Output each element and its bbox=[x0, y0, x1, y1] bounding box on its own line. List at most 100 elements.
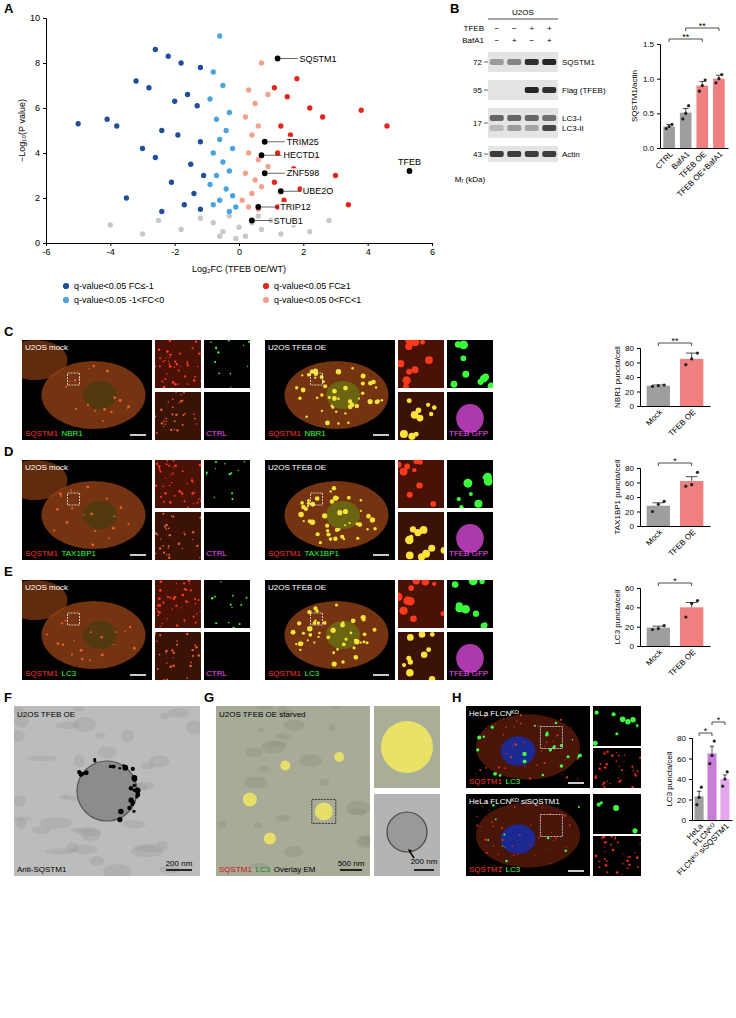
punctum bbox=[317, 636, 319, 638]
punctum bbox=[175, 414, 177, 416]
punctum bbox=[603, 836, 605, 838]
micrograph bbox=[447, 632, 493, 680]
tick-label: 0 bbox=[682, 816, 687, 825]
image-background bbox=[204, 392, 250, 440]
bar bbox=[696, 86, 708, 148]
punctum bbox=[403, 596, 412, 605]
band bbox=[490, 115, 504, 121]
point bbox=[159, 209, 164, 214]
punctum bbox=[174, 366, 175, 367]
image-label: Anti-SQSTM1 bbox=[17, 865, 67, 874]
significance: ** bbox=[699, 715, 725, 736]
punctum bbox=[365, 641, 368, 644]
punctum bbox=[405, 343, 412, 350]
punctum bbox=[196, 545, 198, 547]
punctum bbox=[169, 597, 171, 599]
punctum bbox=[429, 412, 433, 416]
punctum bbox=[477, 736, 481, 740]
punctum bbox=[194, 376, 196, 378]
cell bbox=[89, 856, 104, 866]
x-axis: -6-4-20246 bbox=[42, 243, 435, 257]
micrograph bbox=[466, 794, 590, 876]
punctum bbox=[303, 520, 305, 522]
punctum bbox=[315, 496, 320, 501]
punctum bbox=[69, 381, 70, 382]
punctum bbox=[169, 340, 171, 342]
image-background bbox=[155, 632, 201, 680]
punctum bbox=[87, 404, 89, 406]
punctum bbox=[343, 509, 348, 514]
mw-label: 72 bbox=[473, 58, 482, 67]
scale-bar bbox=[373, 554, 389, 556]
punctum bbox=[165, 477, 166, 478]
bar-chart: 020406080MockTFEB OE*TAX1BP1 puncta/cell bbox=[613, 456, 711, 558]
punctum bbox=[332, 661, 337, 666]
punctum bbox=[440, 611, 444, 616]
punctum bbox=[337, 398, 339, 400]
zoom-box bbox=[312, 799, 336, 823]
punctum bbox=[172, 381, 175, 384]
punctum bbox=[636, 724, 639, 727]
band bbox=[525, 125, 539, 131]
point bbox=[159, 128, 164, 133]
punctum bbox=[186, 677, 188, 679]
tick-label: TFEB OE bbox=[667, 408, 698, 439]
overlay-signal bbox=[280, 761, 290, 771]
punctum bbox=[155, 532, 157, 535]
band bbox=[525, 151, 539, 157]
tick: 0 bbox=[35, 238, 46, 248]
zoom-box bbox=[68, 373, 80, 385]
punctum bbox=[217, 351, 219, 353]
point bbox=[227, 209, 232, 214]
point bbox=[307, 229, 312, 234]
punctum bbox=[616, 752, 617, 753]
punctum bbox=[611, 836, 613, 838]
channel-label: TAX1BP1 bbox=[61, 549, 96, 558]
punctum bbox=[196, 423, 197, 424]
y-axis: 020406080 bbox=[625, 464, 640, 531]
punctum bbox=[310, 519, 315, 524]
tick: 0 bbox=[630, 642, 640, 651]
tint bbox=[398, 460, 444, 508]
punctum bbox=[169, 354, 171, 356]
legend-marker bbox=[63, 297, 69, 303]
tick: 0 bbox=[630, 522, 640, 531]
punctum bbox=[414, 529, 421, 536]
point bbox=[220, 83, 225, 88]
point bbox=[223, 128, 228, 133]
punctum bbox=[336, 648, 339, 651]
point bbox=[211, 220, 216, 225]
punctum bbox=[529, 777, 531, 779]
punctum bbox=[247, 366, 248, 367]
punctum bbox=[567, 755, 570, 758]
protein-label: LC3-II bbox=[562, 124, 584, 133]
point bbox=[217, 198, 222, 203]
punctum bbox=[606, 860, 608, 862]
punctum bbox=[498, 854, 499, 855]
punctum bbox=[342, 642, 346, 646]
image-background bbox=[593, 748, 641, 788]
punctum bbox=[168, 363, 170, 365]
punctum bbox=[624, 754, 625, 755]
cell bbox=[356, 835, 370, 848]
tint bbox=[398, 340, 444, 388]
cell bbox=[329, 724, 336, 732]
punctum bbox=[560, 719, 562, 721]
punctum bbox=[375, 400, 379, 404]
punctum bbox=[577, 756, 579, 758]
punctum bbox=[404, 464, 410, 470]
punctum bbox=[172, 608, 173, 609]
punctum bbox=[160, 496, 162, 498]
punctum bbox=[495, 724, 496, 725]
punctum bbox=[366, 528, 368, 530]
cell bbox=[16, 818, 27, 829]
punctum bbox=[514, 743, 516, 745]
micrograph bbox=[447, 460, 493, 508]
punctum bbox=[308, 633, 312, 637]
punctum bbox=[119, 399, 122, 402]
data-point bbox=[670, 123, 673, 126]
punctum bbox=[176, 363, 179, 366]
panel-letter: C bbox=[4, 324, 14, 339]
punctum bbox=[479, 769, 481, 771]
punctum bbox=[165, 417, 167, 419]
